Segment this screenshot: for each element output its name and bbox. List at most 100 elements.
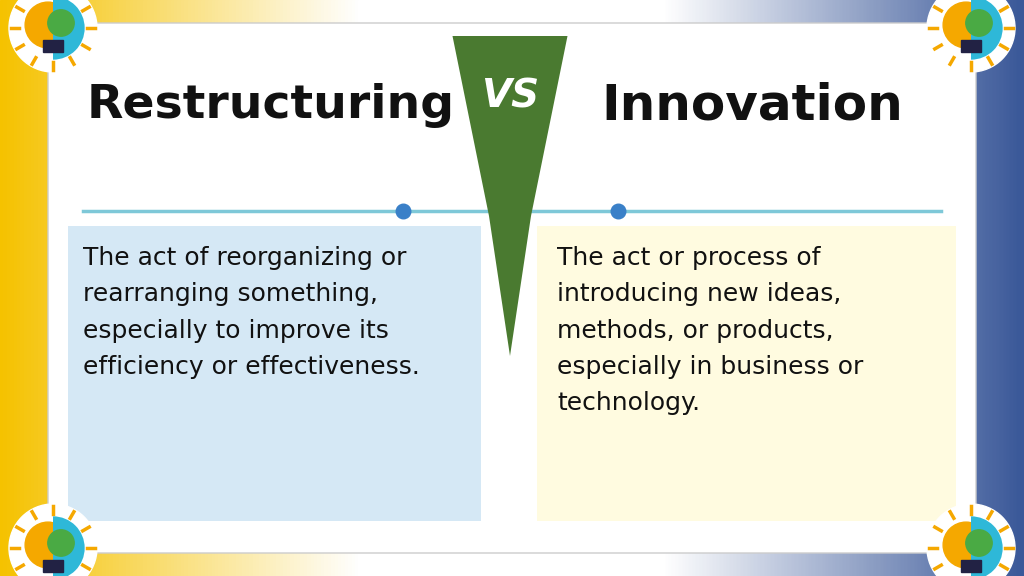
Bar: [372, 0, 377, 576]
Bar: [799, 0, 803, 576]
Bar: [935, 0, 940, 576]
Bar: [622, 0, 626, 576]
Bar: [187, 0, 193, 576]
Bar: [986, 0, 991, 576]
Bar: [276, 0, 281, 576]
Bar: [423, 0, 428, 576]
Bar: [335, 0, 339, 576]
Circle shape: [9, 0, 97, 72]
Bar: [993, 0, 997, 576]
Circle shape: [48, 530, 74, 556]
Bar: [246, 0, 250, 576]
Bar: [34, 0, 39, 576]
Bar: [95, 0, 100, 576]
Bar: [120, 0, 124, 576]
Bar: [525, 0, 530, 576]
Bar: [983, 0, 987, 576]
Bar: [126, 0, 131, 576]
Bar: [110, 0, 114, 576]
Bar: [625, 0, 629, 576]
Bar: [929, 0, 933, 576]
Bar: [474, 0, 479, 576]
Bar: [24, 0, 29, 576]
Text: Restructuring: Restructuring: [86, 84, 455, 128]
Bar: [232, 0, 237, 576]
Bar: [20, 0, 25, 576]
Bar: [587, 0, 592, 576]
Bar: [273, 0, 278, 576]
Bar: [1017, 0, 1022, 576]
Bar: [249, 0, 254, 576]
Bar: [140, 0, 144, 576]
Bar: [123, 0, 127, 576]
Bar: [720, 0, 725, 576]
Bar: [41, 0, 45, 576]
Bar: [1004, 0, 1008, 576]
Bar: [133, 0, 137, 576]
Bar: [177, 0, 182, 576]
FancyBboxPatch shape: [48, 23, 976, 553]
Bar: [679, 0, 684, 576]
Circle shape: [966, 10, 992, 36]
Bar: [996, 0, 1001, 576]
Bar: [402, 0, 408, 576]
Bar: [689, 0, 694, 576]
Bar: [464, 0, 469, 576]
Bar: [519, 0, 523, 576]
Bar: [522, 0, 526, 576]
Bar: [376, 0, 380, 576]
Bar: [389, 0, 393, 576]
Polygon shape: [453, 36, 567, 356]
Circle shape: [927, 504, 1015, 576]
Bar: [427, 0, 431, 576]
Bar: [591, 0, 595, 576]
Circle shape: [966, 530, 992, 556]
Bar: [92, 0, 96, 576]
Bar: [614, 0, 618, 576]
Bar: [833, 0, 838, 576]
Bar: [781, 0, 786, 576]
Bar: [212, 0, 216, 576]
Bar: [184, 0, 188, 576]
Bar: [771, 0, 776, 576]
Bar: [914, 0, 920, 576]
Bar: [638, 0, 643, 576]
Bar: [218, 0, 223, 576]
Bar: [195, 0, 199, 576]
Bar: [396, 0, 400, 576]
Bar: [65, 0, 70, 576]
Bar: [840, 0, 844, 576]
Bar: [696, 0, 700, 576]
Circle shape: [26, 522, 71, 568]
Bar: [75, 0, 80, 576]
Bar: [553, 0, 557, 576]
Bar: [919, 0, 923, 576]
Bar: [792, 0, 797, 576]
Bar: [867, 0, 871, 576]
Bar: [484, 0, 489, 576]
Bar: [225, 0, 229, 576]
Bar: [884, 0, 889, 576]
Bar: [310, 0, 315, 576]
Bar: [785, 0, 790, 576]
Bar: [17, 0, 22, 576]
Bar: [79, 0, 83, 576]
Bar: [727, 0, 731, 576]
Bar: [945, 0, 950, 576]
Point: [394, 206, 411, 215]
Bar: [904, 0, 909, 576]
Bar: [663, 0, 667, 576]
Bar: [908, 0, 912, 576]
Bar: [894, 0, 899, 576]
Bar: [478, 0, 482, 576]
Circle shape: [26, 2, 71, 48]
Bar: [710, 0, 715, 576]
Bar: [413, 0, 418, 576]
Bar: [566, 0, 571, 576]
Bar: [673, 0, 677, 576]
Bar: [873, 0, 879, 576]
Bar: [488, 0, 493, 576]
Wedge shape: [53, 0, 85, 60]
Bar: [901, 0, 905, 576]
Bar: [758, 0, 762, 576]
